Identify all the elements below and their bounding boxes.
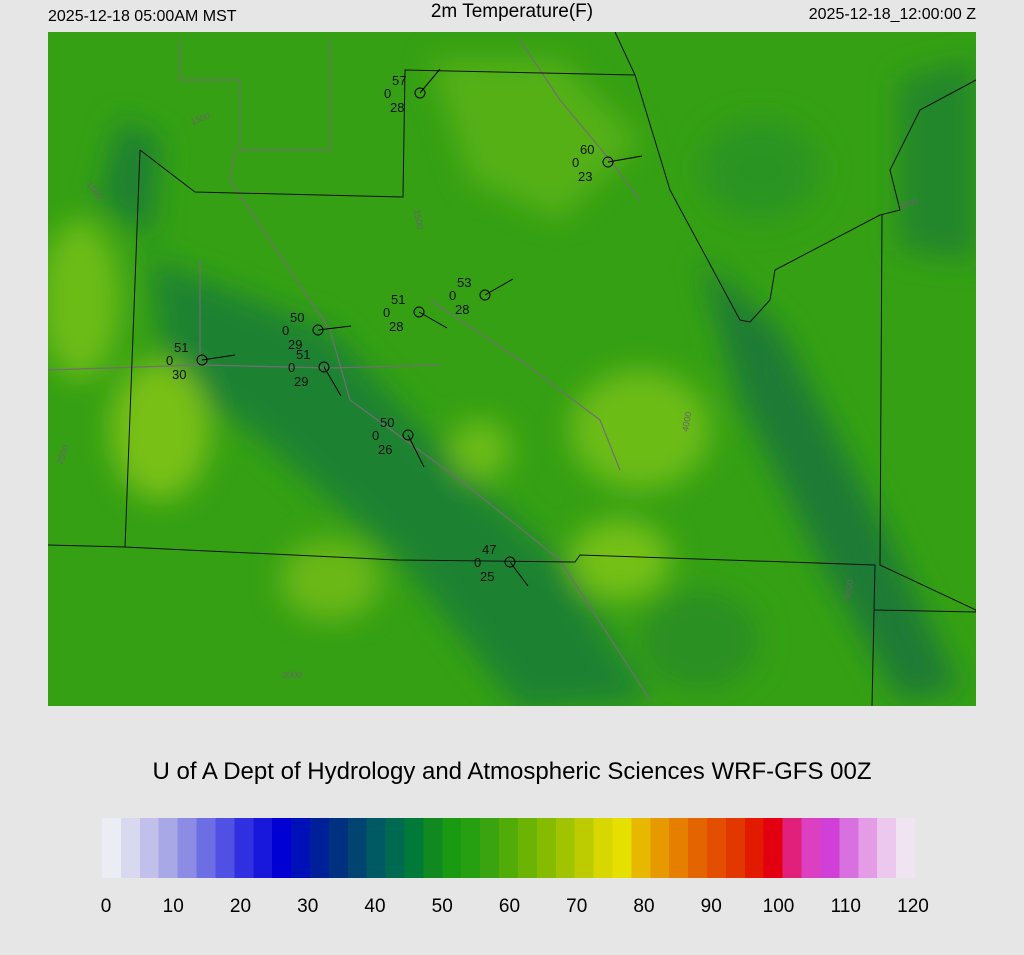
station-value: 0 — [384, 86, 391, 101]
station-circle — [402, 429, 414, 441]
init-time: 2025-12-18_12:00:00 Z — [809, 6, 976, 23]
colorbar-tick-label: 50 — [432, 896, 453, 917]
colorbar-tick-label: 70 — [566, 896, 587, 917]
colorbar-tick-label: 30 — [297, 896, 318, 917]
station-circle — [318, 361, 330, 373]
temperature: 50 — [290, 310, 304, 325]
station-circle — [414, 87, 426, 99]
temperature: 51 — [296, 347, 310, 362]
dewpoint: 29 — [288, 337, 302, 352]
station-value: 0 — [166, 353, 173, 368]
station-value: 0 — [282, 323, 289, 338]
temperature: 51 — [174, 340, 188, 355]
colorbar-tick-label: 110 — [831, 896, 861, 917]
contour-label: 3000 — [842, 579, 855, 600]
station-value: 0 — [474, 555, 481, 570]
contour-label: 4000 — [680, 411, 693, 432]
station-value: 0 — [372, 428, 379, 443]
footer: U of A Dept of Hydrology and Atmospheric… — [153, 758, 872, 785]
dewpoint: 29 — [294, 374, 308, 389]
dewpoint: 28 — [455, 302, 469, 317]
temperature: 47 — [482, 542, 496, 557]
colorbar-ticks: 0 10 20 30 40 50 60 70 80 90 100 110 120 — [101, 896, 929, 917]
station-value: 0 — [449, 288, 456, 303]
dewpoint: 25 — [480, 569, 494, 584]
wind-barb — [317, 325, 352, 331]
wind-barb — [407, 434, 425, 468]
temperature: 60 — [580, 142, 594, 157]
station-circle — [196, 354, 208, 366]
valid-time: 2025-12-18 05:00AM MST — [48, 8, 237, 25]
dewpoint: 26 — [378, 442, 392, 457]
temperature: 53 — [457, 275, 471, 290]
station-value: 0 — [288, 360, 295, 375]
map — [48, 32, 976, 706]
dewpoint: 28 — [390, 100, 404, 115]
colorbar-tick-label: 20 — [230, 896, 251, 917]
dewpoint: 30 — [172, 367, 186, 382]
wind-barb — [323, 366, 342, 397]
colorbar-tick-label: 0 — [101, 896, 112, 917]
temperature: 50 — [380, 415, 394, 430]
contour-label: 1500 — [412, 209, 425, 230]
temperature: 51 — [391, 292, 405, 307]
title: 2m Temperature(F) — [431, 1, 593, 22]
dewpoint: 23 — [578, 169, 592, 184]
wind-barb — [607, 155, 643, 163]
colorbar-tick-label: 80 — [633, 896, 654, 917]
station-circle — [312, 324, 324, 336]
colorbar-tick-label: 90 — [701, 896, 722, 917]
colorbar-tick-label: 60 — [499, 896, 520, 917]
colorbar-tick-label: 40 — [364, 896, 385, 917]
roads — [48, 39, 651, 701]
stations: 5702860023530285102850029510305102950026… — [166, 68, 643, 587]
wind-barb — [201, 354, 236, 361]
colorbar-tick-label: 10 — [163, 896, 184, 917]
colorbar — [102, 818, 915, 878]
station-circle — [413, 306, 425, 318]
station-circle — [479, 289, 491, 301]
terrain-shading — [48, 60, 976, 706]
colorbar-tick-label: 120 — [897, 896, 929, 917]
colorbar-tick-label: 100 — [763, 896, 795, 917]
station-value: 0 — [383, 305, 390, 320]
dewpoint: 28 — [389, 319, 403, 334]
station-circle — [602, 156, 614, 168]
station-value: 0 — [572, 155, 579, 170]
temperature: 57 — [392, 73, 406, 88]
boundaries — [48, 32, 976, 706]
contour-label: 2000 — [282, 670, 302, 680]
station-circle — [504, 556, 516, 568]
